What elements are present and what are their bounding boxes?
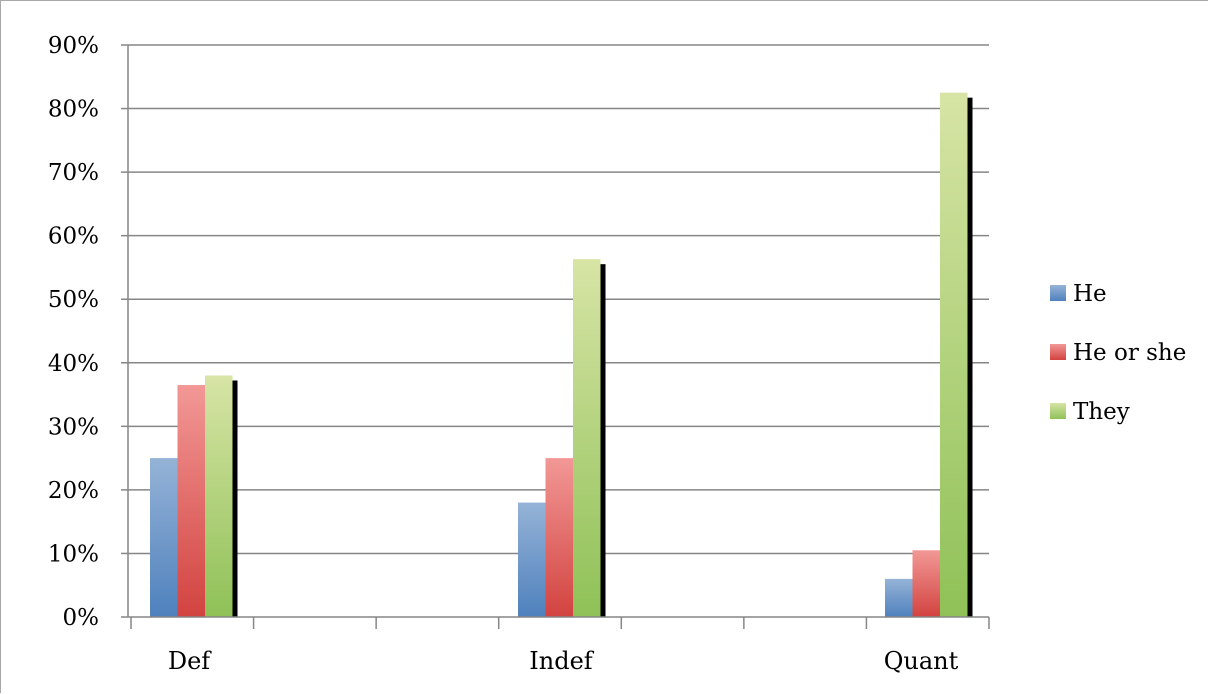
bar-he-def	[150, 458, 178, 617]
y-tick-label: 70%	[48, 160, 99, 186]
y-tick-label: 60%	[48, 224, 99, 250]
y-tick-label: 20%	[48, 478, 99, 504]
x-category-label: Indef	[529, 647, 595, 675]
legend-label: He	[1073, 281, 1107, 307]
y-tick-label: 30%	[48, 414, 99, 440]
axes	[121, 44, 990, 629]
x-category-label: Quant	[884, 647, 959, 675]
y-tick-label: 40%	[48, 351, 99, 377]
bar-he-or-she-quant	[912, 550, 940, 617]
x-axis-category-labels: Def Indef Quant	[168, 647, 959, 675]
y-tick-label: 10%	[48, 541, 99, 567]
legend-label: They	[1073, 399, 1130, 425]
legend: He He or she They	[1050, 281, 1186, 425]
legend-swatch	[1050, 403, 1066, 419]
bar-they-quant	[940, 92, 968, 617]
legend-swatch	[1050, 285, 1066, 301]
y-tick-label: 0%	[63, 605, 100, 631]
bar-they-def	[205, 375, 233, 617]
y-axis-tick-labels: 0% 10% 20% 30% 40% 50% 60% 70% 80% 90%	[48, 33, 99, 631]
bars	[150, 92, 973, 617]
y-tick-label: 50%	[48, 287, 99, 313]
gridlines	[128, 44, 989, 555]
x-category-label: Def	[168, 647, 212, 675]
bar-they-indef	[573, 259, 601, 617]
bar-he-quant	[885, 578, 913, 617]
y-tick-label: 80%	[48, 97, 99, 123]
legend-swatch	[1050, 344, 1066, 360]
legend-label: He or she	[1073, 340, 1186, 366]
bar-he-or-she-def	[177, 385, 205, 617]
bar-he-or-she-indef	[545, 458, 573, 617]
bar-he-indef	[518, 502, 546, 617]
y-tick-label: 90%	[48, 33, 99, 59]
